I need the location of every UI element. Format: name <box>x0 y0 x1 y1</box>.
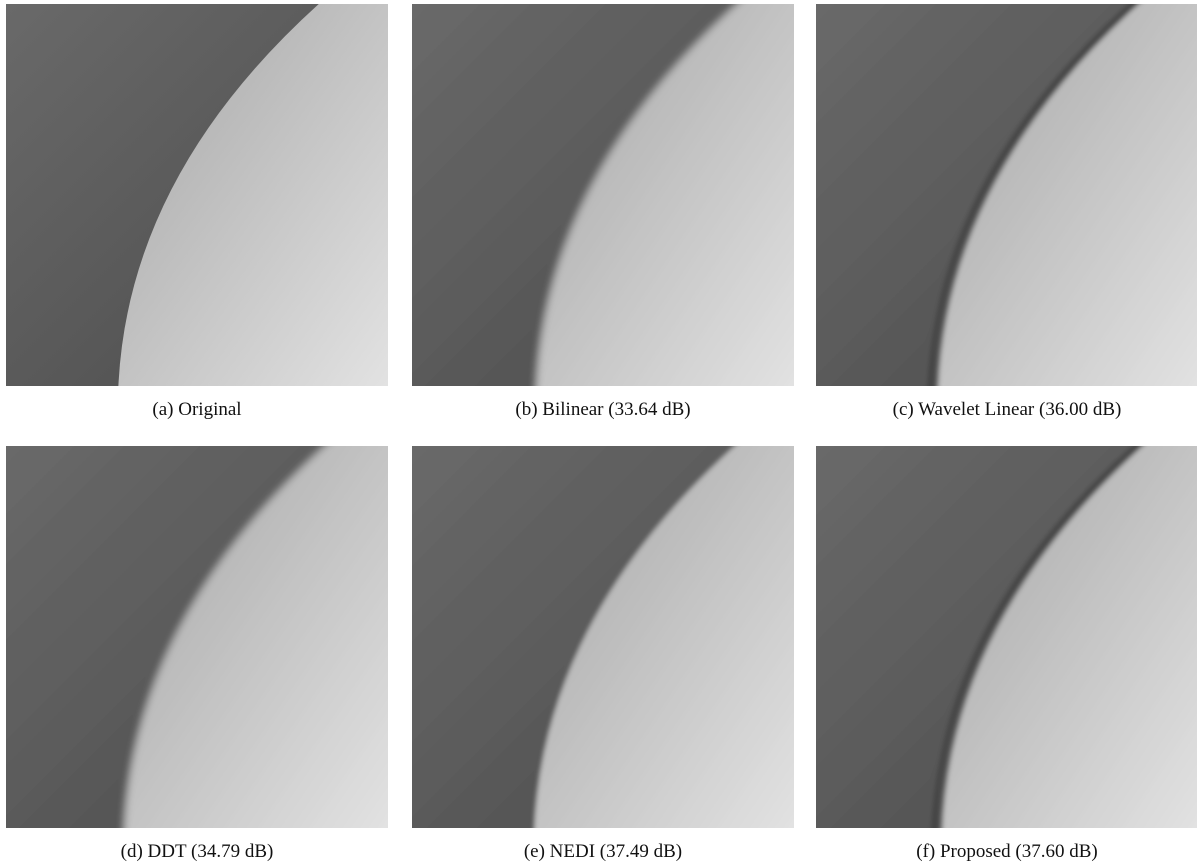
caption: (d) DDT (34.79 dB) <box>121 841 274 862</box>
image <box>0 0 398 396</box>
caption: (b) Bilinear (33.64 dB) <box>515 399 690 420</box>
image-content <box>0 436 398 838</box>
caption: (c) Wavelet Linear (36.00 dB) <box>893 399 1122 420</box>
caption: (f) Proposed (37.60 dB) <box>916 841 1098 862</box>
image <box>806 0 1197 396</box>
image-content <box>402 0 804 396</box>
image-panel: (c) Wavelet Linear (36.00 dB) <box>806 0 1197 420</box>
image <box>0 436 398 838</box>
image-content <box>402 436 804 838</box>
image <box>402 0 804 396</box>
image-content <box>806 0 1197 396</box>
image-content <box>0 0 398 396</box>
caption: (a) Original <box>152 399 241 420</box>
image-panel: (f) Proposed (37.60 dB) <box>806 436 1197 862</box>
page: (a) Original (b) Bilinear (33.64 dB) (c) W… <box>0 0 1197 867</box>
image-panel: (e) NEDI (37.49 dB) <box>402 436 804 862</box>
image-content <box>806 436 1197 838</box>
caption: (e) NEDI (37.49 dB) <box>524 841 682 862</box>
image-panel: (b) Bilinear (33.64 dB) <box>402 0 804 420</box>
figure: (a) Original (b) Bilinear (33.64 dB) (c) W… <box>0 0 1197 867</box>
image <box>402 436 804 838</box>
image-panel: (a) Original <box>0 0 398 420</box>
image <box>806 436 1197 838</box>
image-panel: (d) DDT (34.79 dB) <box>0 436 398 862</box>
